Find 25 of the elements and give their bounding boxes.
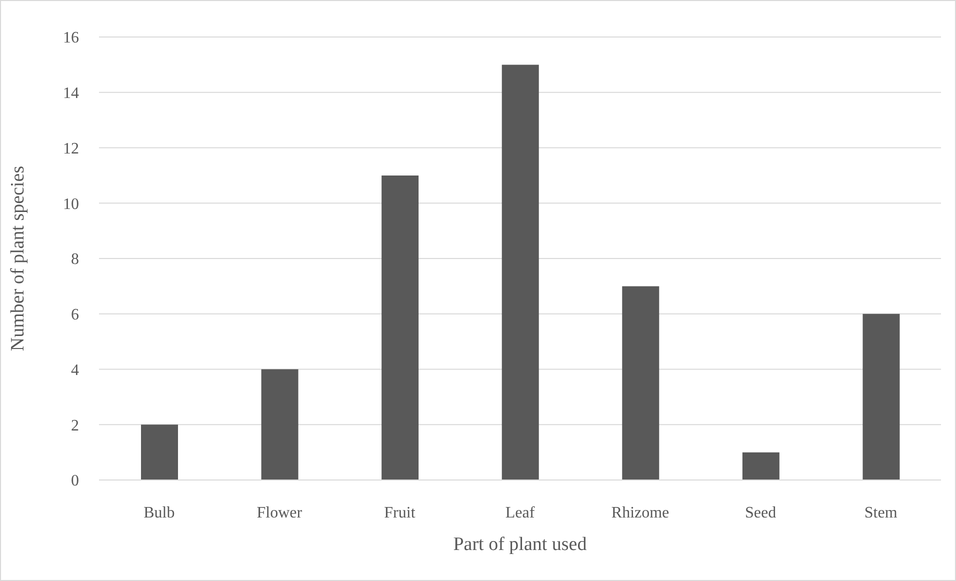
- bar: [141, 424, 178, 480]
- y-tick-label: 4: [71, 362, 79, 379]
- x-tick-label: Leaf: [505, 504, 536, 522]
- x-tick-label: Bulb: [144, 504, 175, 522]
- bar: [862, 314, 900, 480]
- x-tick-label: Stem: [864, 504, 898, 522]
- x-tick-label: Flower: [256, 504, 303, 522]
- y-tick-label: 0: [71, 472, 79, 490]
- y-axis-title: Number of plant species: [8, 166, 29, 352]
- x-tick-label: Fruit: [384, 504, 416, 522]
- bar: [622, 286, 660, 480]
- bar: [261, 369, 298, 480]
- y-tick-label: 8: [71, 251, 79, 268]
- y-tick-label: 14: [63, 85, 79, 102]
- x-tick-label: Seed: [745, 504, 776, 522]
- bar: [502, 64, 539, 480]
- x-axis-title: Part of plant used: [453, 534, 588, 555]
- y-tick-label: 16: [63, 30, 79, 47]
- y-tick-label: 2: [71, 417, 79, 434]
- bar: [382, 175, 419, 480]
- x-tick-label: Rhizome: [611, 504, 670, 522]
- bar: [742, 452, 780, 480]
- y-tick-label: 6: [71, 306, 79, 324]
- y-tick-label: 12: [63, 140, 79, 158]
- y-tick-label: 10: [63, 196, 79, 213]
